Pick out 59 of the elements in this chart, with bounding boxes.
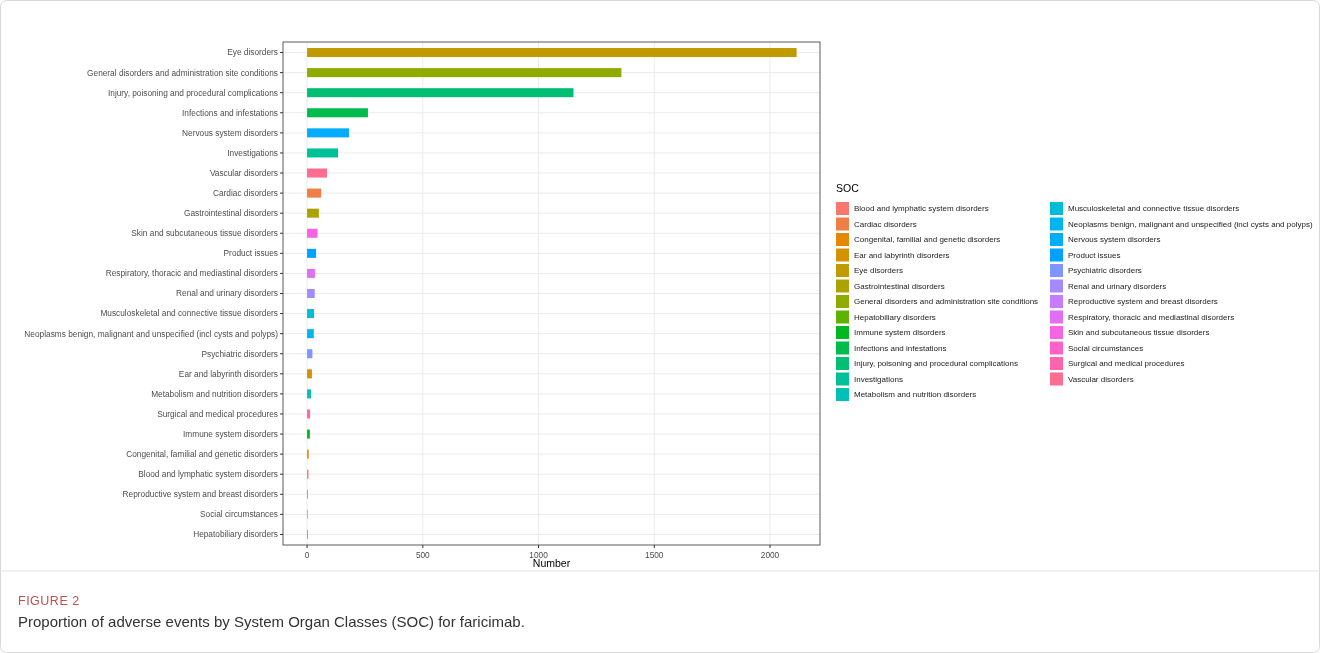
legend-label: Product issues bbox=[1068, 250, 1121, 260]
legend-label: Ear and labyrinth disorders bbox=[854, 250, 950, 260]
legend-label: Blood and lymphatic system disorders bbox=[854, 204, 989, 214]
x-tick-label: 1500 bbox=[645, 550, 664, 560]
y-tick-label: Immune system disorders bbox=[183, 428, 278, 439]
legend-label: Gastrointestinal disorders bbox=[854, 281, 945, 291]
y-tick-label: Neoplasms benign, malignant and unspecified (incl cysts and polyps) bbox=[24, 328, 279, 339]
legend-label: Investigations bbox=[854, 374, 903, 384]
x-tick-label: 1000 bbox=[529, 550, 549, 560]
legend-label: Eye disorders bbox=[854, 266, 903, 276]
legend-label: Immune system disorders bbox=[854, 328, 946, 338]
legend-label: Musculoskeletal and connective tissue disorders bbox=[1068, 204, 1240, 214]
y-tick-label: Vascular disorders bbox=[209, 167, 278, 178]
y-tick-label: Metabolism and nutrition disorders bbox=[151, 388, 278, 399]
y-tick-label: Psychiatric disorders bbox=[201, 348, 278, 359]
y-tick-label: Congenital, familial and genetic disorders bbox=[126, 449, 278, 460]
y-tick-label: Social circumstances bbox=[200, 509, 278, 520]
caption: FIGURE 2 bbox=[18, 594, 80, 608]
legend-label: Social circumstances bbox=[1068, 343, 1144, 353]
legend-label: Congenital, familial and genetic disorders bbox=[854, 235, 1001, 245]
legend-label: Surgical and medical procedures bbox=[1068, 359, 1185, 369]
x-tick-label: 500 bbox=[415, 550, 431, 560]
x-axis-title: Number bbox=[532, 557, 571, 569]
y-tick-label: Reproductive system and breast disorders bbox=[122, 489, 278, 500]
y-tick-label: Eye disorders bbox=[227, 47, 278, 58]
legend-label: Hepatobiliary disorders bbox=[854, 312, 936, 322]
y-tick-label: Nervous system disorders bbox=[182, 127, 278, 138]
legend-label: Renal and urinary disorders bbox=[1068, 281, 1167, 291]
y-tick-label: Respiratory, thoracic and mediastinal disorders bbox=[105, 268, 278, 279]
y-tick-label: Hepatobiliary disorders bbox=[193, 529, 278, 540]
legend-label: Reproductive system and breast disorders bbox=[1068, 297, 1218, 307]
legend-label: Vascular disorders bbox=[1068, 374, 1134, 384]
y-tick-label: Gastrointestinal disorders bbox=[183, 208, 278, 219]
legend-label: Metabolism and nutrition disorders bbox=[854, 390, 977, 400]
y-tick-label: Product issues bbox=[223, 248, 278, 259]
legend-label: Skin and subcutaneous tissue disorders bbox=[1068, 328, 1210, 338]
x-tick-label: 2000 bbox=[760, 550, 780, 560]
legend-label: Infections and infestations bbox=[854, 343, 947, 353]
y-tick-label: General disorders and administration site conditions bbox=[87, 67, 278, 78]
x-tick-label: 0 bbox=[304, 550, 310, 560]
y-tick-label: Cardiac disorders bbox=[212, 188, 278, 199]
y-tick-label: Investigations bbox=[227, 147, 278, 158]
y-tick-label: Surgical and medical procedures bbox=[157, 408, 278, 419]
legend-label: Respiratory, thoracic and mediastinal disorders bbox=[1068, 312, 1235, 322]
legend-label: Cardiac disorders bbox=[854, 219, 917, 229]
y-tick-label: Musculoskeletal and connective tissue disorders bbox=[100, 308, 278, 319]
legend-title: SOC bbox=[836, 182, 860, 194]
legend-label: Psychiatric disorders bbox=[1068, 266, 1142, 276]
y-tick-label: Ear and labyrinth disorders bbox=[178, 368, 278, 379]
y-tick-label: Blood and lymphatic system disorders bbox=[138, 469, 278, 480]
legend-label: Nervous system disorders bbox=[1068, 235, 1161, 245]
legend-label: Neoplasms benign, malignant and unspecified (incl cysts and polyps) bbox=[1068, 219, 1313, 229]
legend-label: Injury, poisoning and procedural complications bbox=[854, 359, 1018, 369]
text: Proportion of adverse events by System Organ Classes (SOC) for faricimab. bbox=[18, 613, 525, 630]
y-tick-label: Injury, poisoning and procedural complications bbox=[107, 87, 278, 98]
y-tick-label: Renal and urinary disorders bbox=[176, 288, 278, 299]
y-tick-label: Infections and infestations bbox=[182, 107, 278, 118]
legend-label: General disorders and administration site conditions bbox=[854, 297, 1039, 307]
y-tick-label: Skin and subcutaneous tissue disorders bbox=[131, 228, 278, 239]
